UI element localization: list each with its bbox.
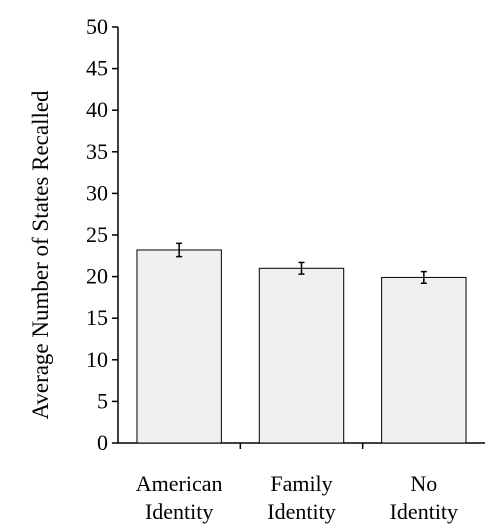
category-label: American	[136, 471, 223, 496]
y-tick-label: 20	[86, 264, 108, 289]
y-tick-label: 15	[86, 305, 108, 330]
y-tick-label: 45	[86, 56, 108, 81]
bar	[136, 249, 222, 444]
y-tick-label: 40	[86, 97, 108, 122]
bar	[258, 267, 345, 444]
plot-area: 0 5 10 15 20 25 30 35 40 45 50 American Identity Fami…	[86, 14, 485, 524]
y-tick-label: 30	[86, 180, 108, 205]
y-tick-label: 50	[86, 14, 108, 39]
category-label: Family	[270, 471, 332, 496]
y-tick-label: 25	[86, 222, 108, 247]
category-label: Identity	[390, 499, 458, 524]
y-tick-label: 10	[86, 347, 108, 372]
y-tick-label: 35	[86, 139, 108, 164]
y-tick-label: 5	[97, 388, 108, 413]
category-label: Identity	[267, 499, 335, 524]
category-label: No	[410, 471, 437, 496]
category-label: Identity	[145, 499, 213, 524]
y-tick-label: 0	[97, 430, 108, 455]
y-axis-title: Average Number of States Recalled	[28, 90, 53, 420]
bar	[381, 276, 467, 444]
